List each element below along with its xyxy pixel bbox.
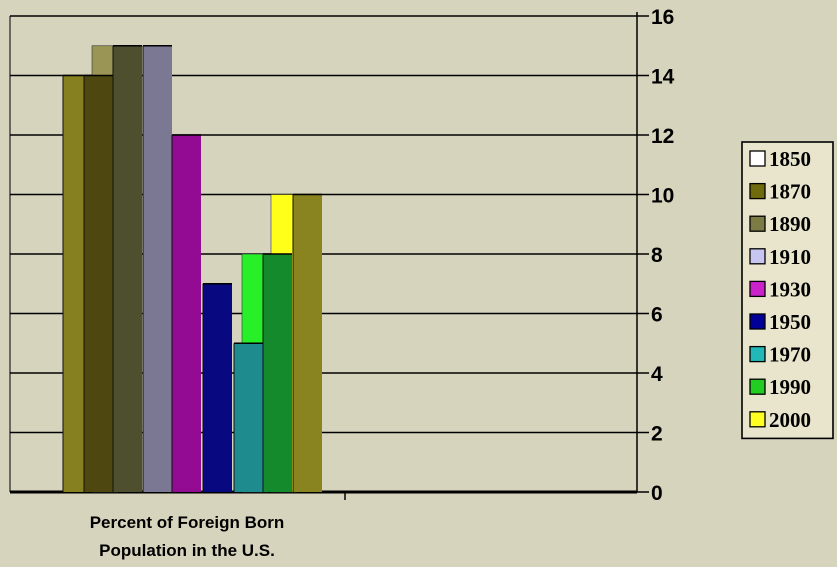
y-tick-label-8: 8 xyxy=(651,244,663,267)
y-tick-label-2: 2 xyxy=(651,423,663,446)
y-tick-label-4: 4 xyxy=(651,363,663,386)
legend-label-1950: 1950 xyxy=(769,310,811,334)
legend-swatch-1930 xyxy=(749,280,766,298)
y-axis: 0 2 4 6 8 10 12 14 16 xyxy=(344,6,675,505)
category-label-line-2: Population in the U.S. xyxy=(99,541,275,560)
legend-swatch-1970 xyxy=(749,345,766,363)
legend-label-2000: 2000 xyxy=(769,408,811,432)
y-tick-label-12: 12 xyxy=(651,125,674,148)
legend: 1850 1870 1890 1910 1930 1950 1970 1990 2000 xyxy=(741,141,834,440)
y-tick-label-0: 0 xyxy=(651,482,663,505)
bar-2 xyxy=(84,75,113,492)
legend-swatch-1990 xyxy=(749,378,766,395)
y-tick-label-10: 10 xyxy=(651,185,674,208)
legend-swatch-1850 xyxy=(749,150,766,167)
bars xyxy=(62,45,322,492)
legend-swatch-1950 xyxy=(749,313,766,330)
y-tick-label-16: 16 xyxy=(651,6,674,29)
legend-swatch-2000 xyxy=(749,411,766,428)
category-label-line-1: Percent of Foreign Born xyxy=(90,513,285,532)
legend-swatch-1910 xyxy=(749,248,766,265)
bar-4 xyxy=(143,45,172,492)
bar-8 xyxy=(263,254,292,492)
legend-label-1890: 1890 xyxy=(769,212,811,236)
bar-6 xyxy=(203,283,232,492)
legend-label-1970: 1970 xyxy=(769,343,811,367)
legend-label-1850: 1850 xyxy=(769,147,811,171)
bar-3 xyxy=(113,45,142,492)
legend-label-1870: 1870 xyxy=(769,180,811,204)
bar-9 xyxy=(293,194,322,492)
legend-label-1910: 1910 xyxy=(769,245,811,269)
legend-swatch-1890 xyxy=(749,215,766,232)
y-tick-label-14: 14 xyxy=(651,66,675,89)
legend-label-1990: 1990 xyxy=(769,375,811,399)
y-tick-label-6: 6 xyxy=(651,304,663,327)
bar-7 xyxy=(234,343,263,492)
legend-swatch-1870 xyxy=(749,182,766,200)
legend-label-1930: 1930 xyxy=(769,277,811,301)
bar-5 xyxy=(172,135,201,492)
